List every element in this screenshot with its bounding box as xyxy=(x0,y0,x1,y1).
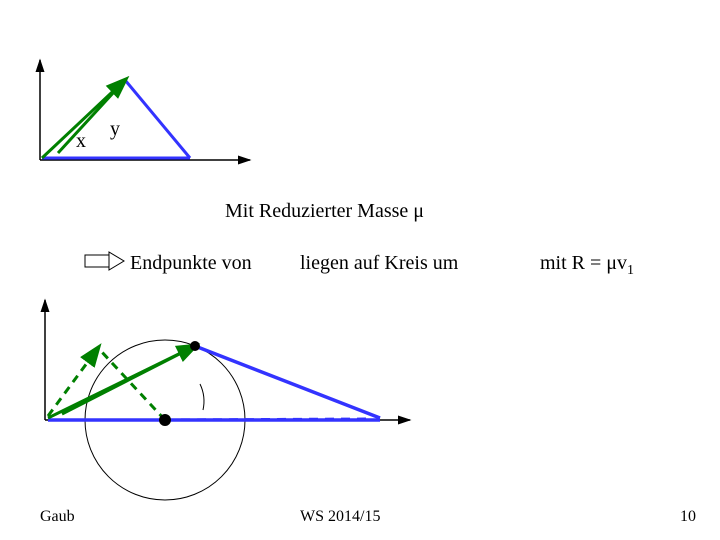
top-green-short xyxy=(58,80,125,153)
footer-right: 10 xyxy=(680,508,696,526)
bottom-green-solid2 xyxy=(62,346,195,414)
mid-text-3-sub: 1 xyxy=(627,263,634,278)
bottom-blue-diag xyxy=(195,346,380,418)
mid-text-3-main: mit R = μv xyxy=(540,252,627,274)
top-blue-right xyxy=(125,80,190,158)
arrow-indicator-box xyxy=(85,255,109,267)
mid-text-1: Endpunkte von xyxy=(130,252,252,275)
footer-left: Gaub xyxy=(40,508,75,526)
arrow-indicator-head xyxy=(109,252,124,270)
angle-arc xyxy=(200,384,204,410)
top-label-x: x xyxy=(76,130,86,153)
bottom-green-dash2 xyxy=(100,350,165,420)
headline: Mit Reduzierter Masse μ xyxy=(225,200,424,223)
apex-dot xyxy=(190,341,200,351)
footer-center: WS 2014/15 xyxy=(300,508,380,526)
top-label-y: y xyxy=(110,118,120,141)
mid-text-3: mit R = μv1 xyxy=(540,252,634,279)
mid-text-2: liegen auf Kreis um xyxy=(300,252,458,275)
center-dot xyxy=(159,414,171,426)
